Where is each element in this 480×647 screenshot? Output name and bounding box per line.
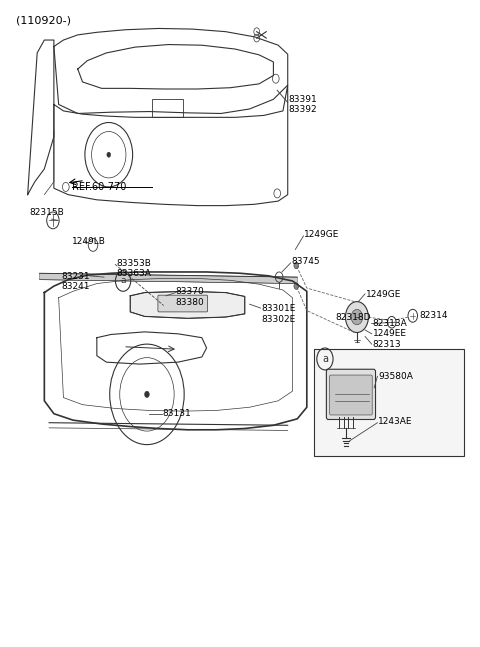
- Circle shape: [144, 391, 149, 398]
- FancyBboxPatch shape: [326, 369, 375, 419]
- Bar: [314, 349, 464, 455]
- Text: 82313: 82313: [372, 340, 401, 349]
- Polygon shape: [130, 291, 245, 318]
- FancyBboxPatch shape: [158, 295, 207, 312]
- Polygon shape: [39, 273, 297, 283]
- Text: 1249LB: 1249LB: [72, 237, 106, 246]
- Text: a: a: [120, 276, 126, 285]
- Text: 82314: 82314: [419, 311, 447, 320]
- Text: 93580A: 93580A: [378, 372, 413, 381]
- Circle shape: [294, 283, 299, 289]
- Text: 83391
83392: 83391 83392: [288, 94, 317, 114]
- Text: 1249GE: 1249GE: [304, 230, 340, 239]
- Text: a: a: [322, 354, 328, 364]
- Text: 82318D: 82318D: [336, 313, 371, 322]
- Text: 82315B: 82315B: [29, 208, 64, 217]
- Text: 83353B
83363A: 83353B 83363A: [116, 259, 151, 278]
- Text: 83131: 83131: [163, 409, 192, 418]
- Text: 83231
83241: 83231 83241: [61, 272, 90, 291]
- Text: (110920-): (110920-): [16, 16, 71, 26]
- Text: 1249EE: 1249EE: [372, 329, 407, 338]
- Circle shape: [346, 302, 368, 333]
- Circle shape: [294, 262, 299, 269]
- Bar: [152, 99, 183, 117]
- Text: REF.60-770: REF.60-770: [72, 182, 126, 192]
- Circle shape: [351, 309, 363, 325]
- Text: 82313A: 82313A: [372, 319, 408, 328]
- FancyBboxPatch shape: [330, 375, 372, 415]
- Text: 83370
83380: 83370 83380: [176, 287, 204, 307]
- Circle shape: [107, 152, 111, 157]
- Text: 1249GE: 1249GE: [366, 290, 401, 299]
- Text: 83745: 83745: [291, 257, 320, 266]
- Text: 1243AE: 1243AE: [378, 417, 413, 426]
- Text: 83301E
83302E: 83301E 83302E: [262, 304, 296, 324]
